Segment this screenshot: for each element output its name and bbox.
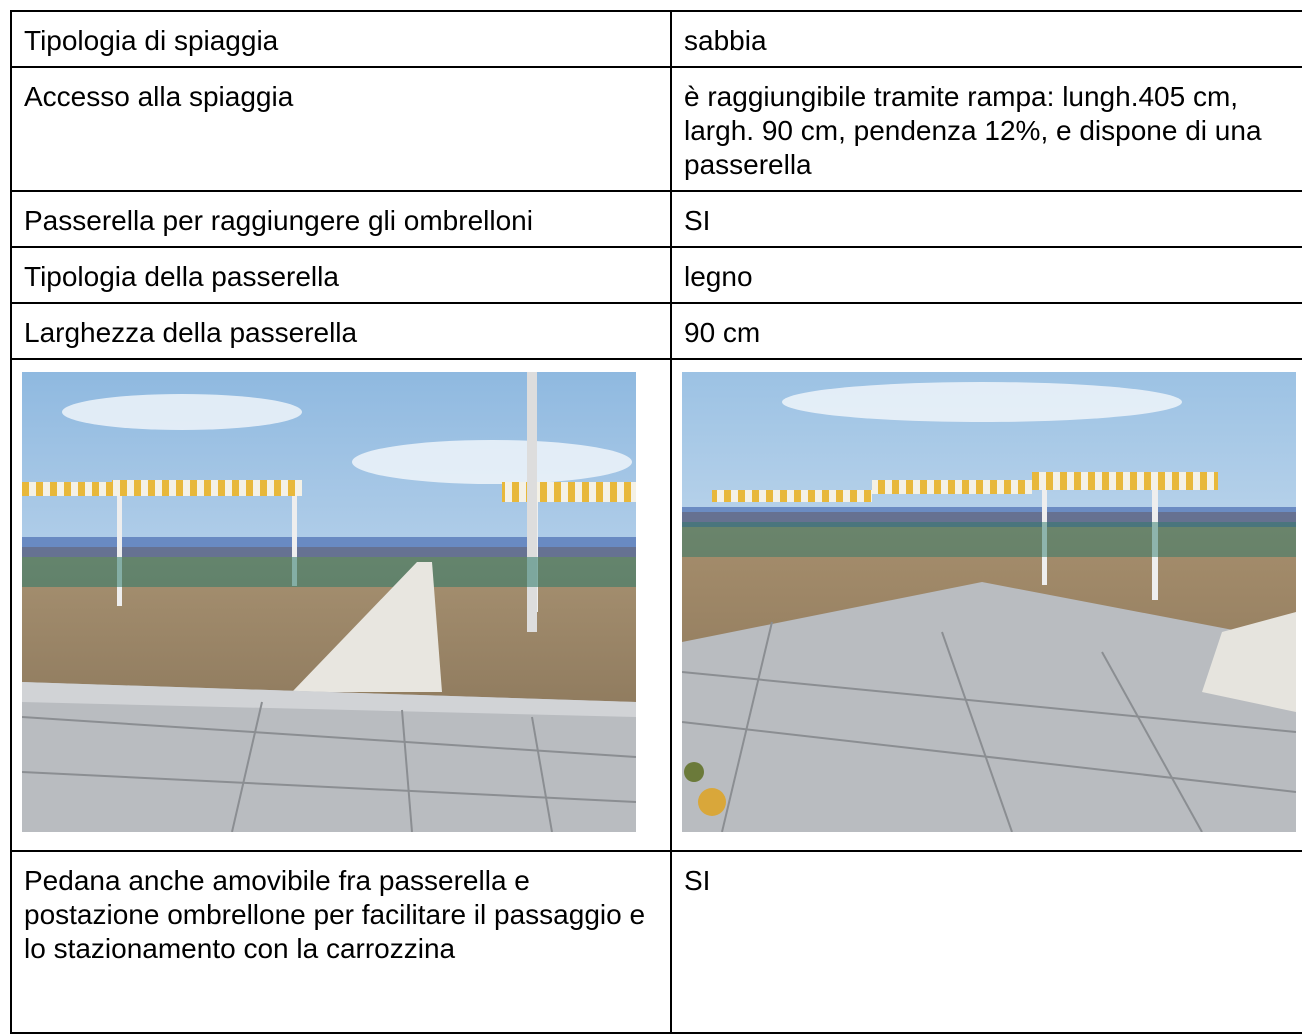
page: {"table": {"rows": [ ["Tipologia di spia… bbox=[10, 10, 1302, 1034]
table-row: Pedana anche amovibile fra passerella e … bbox=[10, 850, 1302, 1034]
value-cell: SI bbox=[670, 190, 1302, 248]
label-cell: Accesso alla spiaggia bbox=[10, 66, 672, 192]
value-cell: legno bbox=[670, 246, 1302, 304]
table-row: Tipologia di spiaggia sabbia bbox=[10, 10, 1302, 68]
beach-photo bbox=[22, 372, 636, 832]
value-cell: sabbia bbox=[670, 10, 1302, 68]
label-cell: Passerella per raggiungere gli ombrellon… bbox=[10, 190, 672, 248]
value-cell: è raggiungibile tramite rampa: lungh.405… bbox=[670, 66, 1302, 192]
info-table: Tipologia di spiaggia sabbia Accesso alla… bbox=[10, 10, 1302, 1034]
table-row: Accesso alla spiaggia è raggiungibile tra… bbox=[10, 66, 1302, 192]
label-cell: Pedana anche amovibile fra passerella e … bbox=[10, 850, 672, 1034]
table-row: Larghezza della passerella 90 cm bbox=[10, 302, 1302, 360]
value-cell: SI bbox=[670, 850, 1302, 1034]
photo-cell bbox=[10, 358, 672, 852]
label-cell: Tipologia della passerella bbox=[10, 246, 672, 304]
table-row: Passerella per raggiungere gli ombrellon… bbox=[10, 190, 1302, 248]
label-cell: Tipologia di spiaggia bbox=[10, 10, 672, 68]
table-row: Tipologia della passerella legno bbox=[10, 246, 1302, 304]
photo-cell bbox=[670, 358, 1302, 852]
label-cell: Larghezza della passerella bbox=[10, 302, 672, 360]
value-cell: 90 cm bbox=[670, 302, 1302, 360]
beach-photo bbox=[682, 372, 1296, 832]
photo-row bbox=[10, 358, 1302, 852]
